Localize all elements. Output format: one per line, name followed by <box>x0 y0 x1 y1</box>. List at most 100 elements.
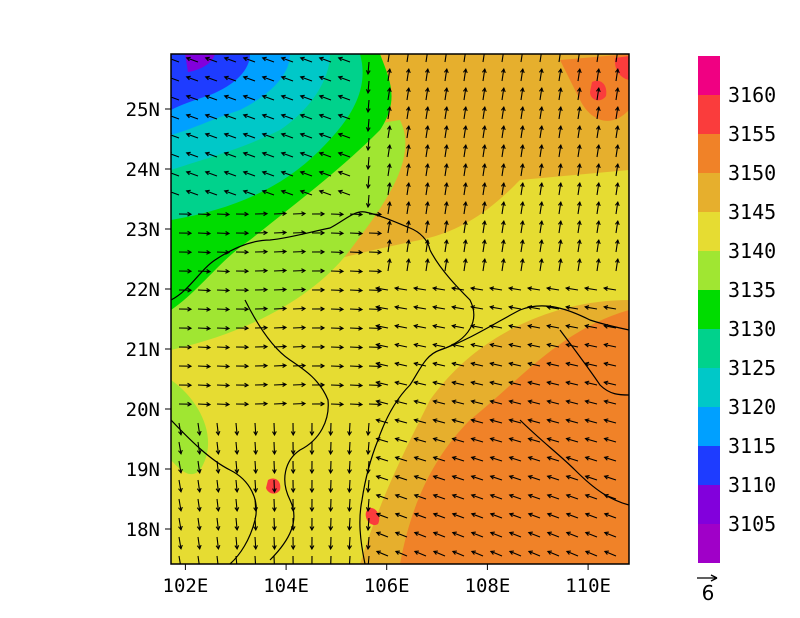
wind-vector-head <box>358 250 364 255</box>
wind-vector <box>235 479 238 492</box>
wind-vector-head <box>443 143 449 150</box>
wind-vector <box>471 400 484 405</box>
wind-vector-head <box>261 151 267 157</box>
wind-vector-head <box>253 469 258 475</box>
wind-vector <box>566 532 579 538</box>
wind-vector-head <box>187 230 193 236</box>
wind-vector-head <box>405 257 411 264</box>
wind-vector <box>376 456 389 462</box>
wind-vector-head <box>443 105 449 112</box>
wind-vector <box>216 536 219 549</box>
wind-vector <box>254 479 257 493</box>
wind-vector-head <box>365 146 371 152</box>
wind-vector <box>566 343 579 348</box>
wind-vector <box>585 400 598 405</box>
wind-vector <box>501 145 505 158</box>
wind-vector-head <box>320 401 326 407</box>
wind-vector <box>349 213 363 216</box>
wind-vector-head <box>576 67 582 74</box>
wind-vector-head <box>519 86 525 93</box>
wind-vector <box>292 212 306 215</box>
wind-vector <box>216 213 230 216</box>
wind-vector-head <box>185 75 191 81</box>
wind-vector <box>547 419 560 424</box>
wind-vector <box>197 213 211 216</box>
wind-vector <box>376 381 389 386</box>
wind-vector-head <box>603 342 609 348</box>
wind-vector-head <box>377 211 383 217</box>
wind-vector-head <box>595 257 601 264</box>
wind-vector-head <box>538 238 544 245</box>
wind-vector-head <box>489 512 495 518</box>
wind-vector <box>197 232 211 235</box>
colorbar-label: 3140 <box>728 239 776 263</box>
colorbar-label: 3135 <box>728 278 776 302</box>
wind-vector <box>186 171 199 177</box>
wind-vector-head <box>301 325 307 331</box>
wind-vector <box>596 69 600 82</box>
wind-vector-head <box>413 323 419 329</box>
wind-vector <box>501 183 505 196</box>
wind-vector <box>615 88 619 101</box>
colorbar-swatch <box>698 134 720 173</box>
wind-vector-head <box>519 124 525 131</box>
wind-vector-head <box>309 431 315 437</box>
wind-vector-head <box>365 526 371 532</box>
wind-vector <box>387 221 391 234</box>
wind-vector <box>224 76 237 82</box>
wind-vector-head <box>519 105 525 112</box>
wind-vector-head <box>489 418 495 423</box>
wind-vector <box>387 183 391 196</box>
wind-vector-head <box>299 189 305 195</box>
wind-vector <box>281 152 294 158</box>
wind-vector <box>452 343 465 348</box>
wind-vector-head <box>432 550 438 555</box>
wind-vector-head <box>432 418 438 423</box>
wind-vector <box>463 259 467 272</box>
wind-vector <box>528 438 541 443</box>
wind-vector <box>520 240 524 253</box>
wind-vector-head <box>405 105 411 112</box>
wind-vector-head <box>602 286 609 292</box>
wind-vector-head <box>583 286 590 292</box>
wind-vector-head <box>185 189 191 195</box>
wind-vector-head <box>263 382 269 388</box>
wind-vector <box>273 422 276 436</box>
wind-vector <box>300 171 313 177</box>
wind-vector-head <box>187 249 193 255</box>
wind-vector <box>520 126 524 139</box>
wind-vector-head <box>488 286 495 292</box>
wind-vector <box>395 475 408 481</box>
wind-vector-head <box>405 124 411 131</box>
wind-vector <box>414 362 427 367</box>
wind-vector-head <box>595 86 601 93</box>
wind-vector-head <box>178 449 183 455</box>
wind-vector-head <box>328 450 334 456</box>
wind-vector-head <box>337 75 343 81</box>
wind-vector <box>539 54 542 63</box>
wind-vector-head <box>527 380 533 386</box>
wind-vector <box>338 190 351 196</box>
y-tick-label: 21N <box>126 339 160 361</box>
wind-vector-head <box>614 143 620 150</box>
wind-vector <box>254 498 257 512</box>
wind-vector-head <box>413 512 419 518</box>
wind-vector-head <box>178 506 183 512</box>
wind-vector-head <box>413 380 419 386</box>
wind-vector-head <box>481 219 487 226</box>
wind-vector <box>395 362 408 367</box>
wind-vector-head <box>337 94 343 100</box>
wind-vector <box>452 400 465 405</box>
wind-vector <box>171 58 180 63</box>
wind-vector <box>490 306 503 310</box>
wind-vector-head <box>489 531 495 537</box>
wind-vector-head <box>462 105 468 112</box>
wind-vector-head <box>375 323 381 329</box>
wind-vector <box>338 133 351 139</box>
wind-vector-head <box>318 189 324 195</box>
wind-vector-head <box>413 474 419 480</box>
wind-vector-head <box>377 230 383 236</box>
wind-vector <box>395 381 408 386</box>
wind-vector-head <box>320 363 326 369</box>
wind-vector-head <box>603 305 609 310</box>
